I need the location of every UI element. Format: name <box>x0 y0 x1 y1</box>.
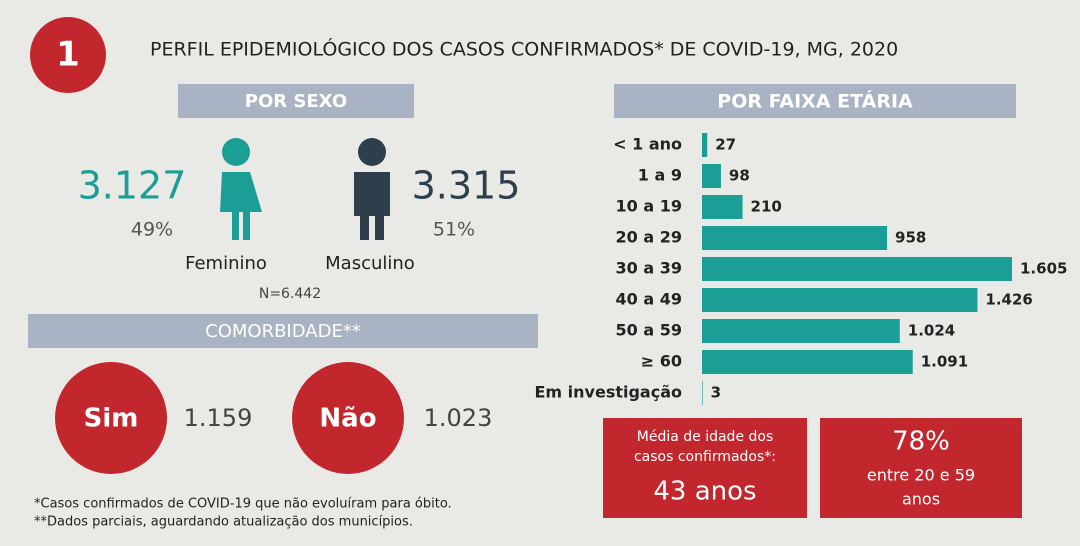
value-label: 1.605 <box>1020 260 1067 278</box>
category-label: 20 a 29 <box>616 228 682 247</box>
no-count: 1.023 <box>424 404 493 432</box>
badge <box>30 17 106 93</box>
male-icon <box>354 138 390 240</box>
category-label: 50 a 59 <box>616 321 682 340</box>
bar <box>702 226 888 250</box>
bar <box>702 257 1012 281</box>
value-label: 1.426 <box>985 291 1032 309</box>
title: PERFIL EPIDEMIOLÓGICO DOS CASOS CONFIRMA… <box>150 37 898 61</box>
share-box <box>820 418 1022 518</box>
bar <box>702 133 708 157</box>
footnote: *Casos confirmados de COVID-19 que não e… <box>34 497 452 512</box>
section-title: COMORBIDADE** <box>205 321 361 342</box>
male-label: Masculino <box>325 253 415 274</box>
bar <box>702 164 721 188</box>
no-circle <box>292 362 404 474</box>
bar <box>702 319 900 343</box>
share-label: entre 20 e 59 <box>867 466 975 485</box>
male-percent: 51% <box>433 219 475 241</box>
value-label: 98 <box>729 167 750 185</box>
value-label: 1.024 <box>908 322 955 340</box>
chart-title: POR FAIXA ETÁRIA <box>717 90 913 113</box>
bar <box>702 288 978 312</box>
category-label: 40 a 49 <box>616 290 682 309</box>
male-count: 3.315 <box>412 164 521 208</box>
female-icon <box>220 138 262 240</box>
yes-count: 1.159 <box>184 404 253 432</box>
value-label: 3 <box>711 384 721 402</box>
section-header <box>614 84 1016 118</box>
value-label: 27 <box>715 136 736 154</box>
category-label: 10 a 19 <box>616 197 682 216</box>
total: N=6.442 <box>259 286 321 302</box>
no-label: Não <box>319 404 376 434</box>
female-label: Feminino <box>185 253 267 274</box>
category-label: < 1 ano <box>613 135 682 154</box>
category-label: 30 a 39 <box>616 259 682 278</box>
bar <box>702 195 743 219</box>
value-label: 210 <box>751 198 782 216</box>
mean-age-label: casos confirmados*: <box>634 449 776 465</box>
footnote: **Dados parciais, aguardando atualização… <box>34 515 413 530</box>
yes-label: Sim <box>84 404 139 434</box>
section-title: POR SEXO <box>245 91 347 112</box>
badge-number: 1 <box>56 35 80 75</box>
bar <box>702 381 703 405</box>
share-label: anos <box>902 490 940 509</box>
mean-age-label: Média de idade dos <box>637 429 774 445</box>
category-label: Em investigação <box>534 383 682 402</box>
category-label: 1 a 9 <box>638 166 682 185</box>
female-count: 3.127 <box>78 164 187 208</box>
yes-circle <box>55 362 167 474</box>
bar <box>702 350 913 374</box>
mean-age-box <box>603 418 807 518</box>
value-label: 1.091 <box>921 353 968 371</box>
category-label: ≥ 60 <box>641 352 682 371</box>
section-header <box>178 84 414 118</box>
mean-age-value: 43 anos <box>653 477 756 507</box>
section-header <box>28 314 538 348</box>
share-value: 78% <box>892 427 950 457</box>
value-label: 958 <box>895 229 926 247</box>
female-percent: 49% <box>131 219 173 241</box>
